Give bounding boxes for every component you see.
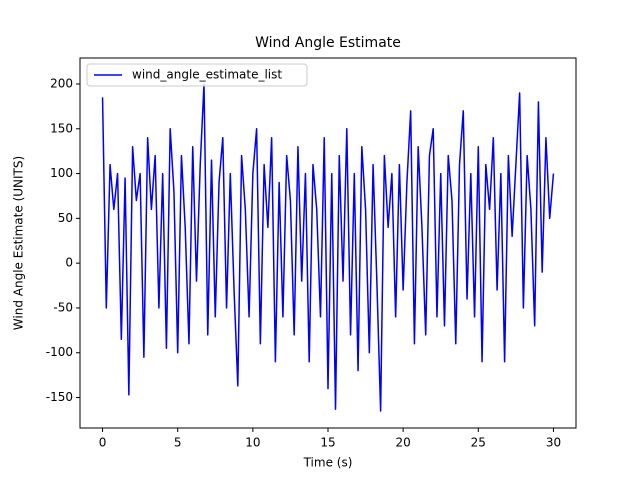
y-tick-label: -50	[53, 300, 73, 314]
y-tick-label: -100	[46, 345, 73, 359]
x-axis-label: Time (s)	[303, 456, 353, 470]
x-tick-label: 25	[471, 436, 486, 450]
x-tick-label: 15	[320, 436, 335, 450]
plot-frame	[79, 57, 577, 429]
x-tick-label: 20	[396, 436, 411, 450]
y-tick-label: -150	[46, 390, 73, 404]
y-tick-label: 50	[58, 211, 73, 225]
data-line	[101, 83, 555, 412]
legend-label: wind_angle_estimate_list	[132, 68, 282, 82]
y-tick-label: 0	[65, 256, 73, 270]
y-tick-label: 100	[50, 166, 73, 180]
x-tick-label: 5	[174, 436, 182, 450]
legend-box	[86, 63, 308, 87]
x-tick-label: 0	[99, 436, 107, 450]
chart-title: Wind Angle Estimate	[255, 35, 401, 51]
y-tick-label: 200	[50, 76, 73, 90]
y-tick-label: 150	[50, 121, 73, 135]
y-axis-label: Wind Angle Estimate (UNITS)	[12, 156, 26, 330]
x-tick-label: 10	[245, 436, 260, 450]
x-tick-label: 30	[546, 436, 561, 450]
